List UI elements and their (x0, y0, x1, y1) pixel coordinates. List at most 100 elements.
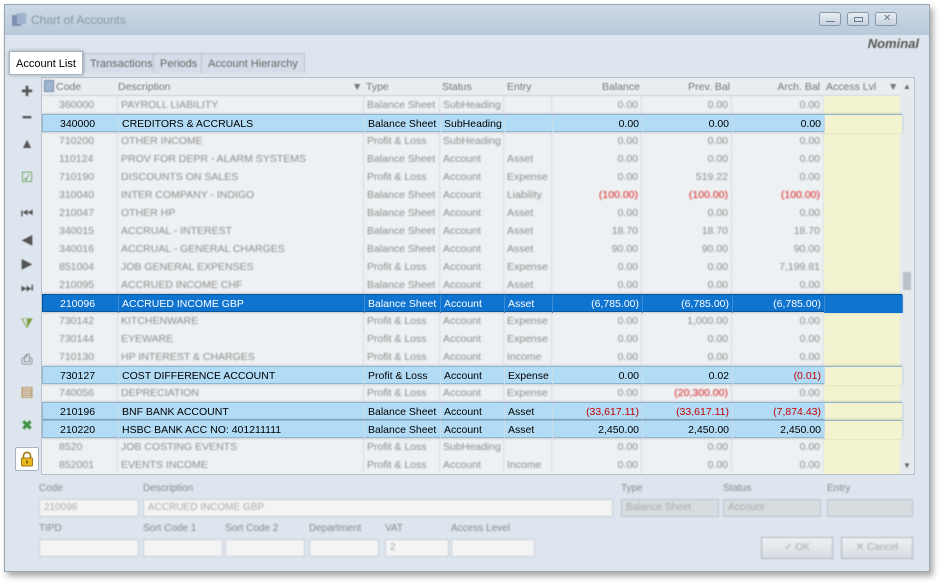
tab-transactions[interactable]: Transactions (83, 53, 160, 73)
table-row[interactable]: 851004 JOB GENERAL EXPENSES Profit & Loss A… (42, 258, 902, 276)
next-icon[interactable]: ▶ (21, 254, 33, 271)
check-icon[interactable]: ☑ (20, 168, 34, 185)
vertical-scrollbar[interactable]: ▲ ▼ (900, 78, 914, 474)
prev-icon[interactable]: ◀ (21, 230, 33, 247)
entry-select[interactable] (827, 499, 913, 517)
cell-status: Account (440, 312, 504, 330)
table-row[interactable]: 360000 PAYROLL LIABILITY Balance Sheet SubH… (42, 96, 902, 114)
remove-icon[interactable]: ━ (22, 108, 32, 125)
column-chooser-icon[interactable] (44, 80, 54, 92)
add-icon[interactable]: ✚ (21, 82, 33, 99)
tab-account-hierarchy[interactable]: Account Hierarchy (201, 53, 305, 73)
cell-type: Balance Sheet (364, 186, 440, 204)
table-row[interactable]: 210095 ACCRUED INCOME CHF Balance Sheet Acc… (42, 276, 902, 294)
access-dropdown-icon[interactable]: ▼ (888, 81, 899, 93)
table-row[interactable]: 110124 PROV FOR DEPR - ALARM SYSTEMS Balan… (42, 150, 902, 168)
cell-description: OTHER INCOME (118, 132, 364, 150)
sort-icon[interactable]: ▼ (352, 81, 363, 93)
cell-balance: (33,617.11) (553, 403, 643, 421)
table-row[interactable]: 710130 HP INTEREST & CHARGES Profit & Loss… (42, 348, 902, 366)
table-row[interactable]: 210047 OTHER HP Balance Sheet Account Asset 0… (42, 204, 902, 222)
cancel-button[interactable]: ✕ Cancel (841, 537, 913, 559)
minimize-button[interactable] (819, 12, 841, 26)
last-icon[interactable]: ⏭ (20, 278, 34, 295)
close-button[interactable]: ✕ (875, 12, 897, 26)
cell-entry: Expense (504, 168, 552, 186)
table-row[interactable]: 210220 HSBC BANK ACC NO: 401211111 Balance… (42, 420, 903, 439)
cell-arch-bal: 7,199.81 (732, 258, 824, 276)
cell-code: 740056 (56, 384, 118, 402)
ok-button[interactable]: ✓ OK (761, 537, 833, 559)
cell-status: Account (441, 295, 505, 313)
cell-access-lvl (824, 348, 902, 366)
table-row[interactable]: 852001 EVENTS INCOME Profit & Loss Account I… (42, 456, 902, 474)
tab-periods[interactable]: Periods (153, 53, 205, 73)
type-select[interactable]: Balance Sheet (621, 499, 719, 517)
col-type[interactable]: Type (366, 81, 389, 93)
table-row[interactable]: 730144 EYEWARE Profit & Loss Account Expense… (42, 330, 902, 348)
scroll-down-icon[interactable]: ▼ (903, 461, 911, 470)
access-level-label: Access Level (451, 523, 510, 534)
scroll-up-icon[interactable]: ▲ (903, 82, 911, 91)
print-icon[interactable]: ⎙ (21, 350, 33, 367)
col-arch-bal[interactable]: Arch. Bal (777, 81, 820, 93)
scroll-thumb[interactable] (903, 272, 911, 290)
cell-code: 110124 (56, 150, 118, 168)
maximize-button[interactable] (847, 12, 869, 26)
table-row[interactable]: 340016 ACCRUAL - GENERAL CHARGES Balance S… (42, 240, 902, 258)
cell-description: JOB COSTING EVENTS (118, 438, 364, 456)
col-prev-bal[interactable]: Prev. Bal (688, 81, 730, 93)
cell-balance: 0.00 (552, 168, 642, 186)
col-description[interactable]: Description (118, 81, 171, 93)
cell-type: Profit & Loss (364, 132, 440, 150)
table-row[interactable]: 740056 DEPRECIATION Profit & Loss Account Ex… (42, 384, 902, 402)
vat-field[interactable]: 2 (385, 539, 449, 557)
col-status[interactable]: Status (442, 81, 472, 93)
tab-account-list[interactable]: Account List (9, 51, 83, 75)
table-row[interactable]: 210196 BNF BANK ACCOUNT Balance Sheet Accou… (42, 402, 903, 421)
cell-balance: 0.00 (552, 132, 642, 150)
cell-type: Profit & Loss (364, 348, 440, 366)
col-entry[interactable]: Entry (507, 81, 532, 93)
col-balance[interactable]: Balance (602, 81, 640, 93)
excel-icon[interactable]: ✖ (21, 416, 33, 433)
cell-access-lvl (824, 168, 902, 186)
lock-icon[interactable] (15, 447, 39, 471)
table-row[interactable]: 340000 CREDITORS & ACCRUALS Balance Sheet S… (42, 114, 903, 133)
col-code[interactable]: Code (56, 81, 82, 93)
tipd-field[interactable] (39, 539, 139, 557)
col-access-lvl[interactable]: Access Lvl (826, 81, 877, 93)
sort-code-2-field[interactable] (225, 539, 305, 557)
code-field[interactable]: 210096 (39, 499, 139, 517)
access-level-field[interactable] (451, 539, 535, 557)
cell-prev-bal: 0.00 (642, 438, 732, 456)
table-row[interactable]: 310040 INTER COMPANY - INDIGO Balance Shee… (42, 186, 902, 204)
first-icon[interactable]: ⏮ (20, 204, 34, 221)
cell-status: SubHeading (440, 132, 504, 150)
table-row[interactable]: 730127 COST DIFFERENCE ACCOUNT Profit & Lo… (42, 366, 903, 385)
department-label: Department (309, 523, 362, 534)
sort-code-1-field[interactable] (143, 539, 223, 557)
filter-icon[interactable]: ⧩ (20, 314, 34, 331)
description-field[interactable]: ACCRUED INCOME GBP (143, 499, 613, 517)
up-icon[interactable]: ▲ (20, 135, 34, 151)
cell-code: 340000 (57, 115, 119, 133)
table-row[interactable]: 710190 DISCOUNTS ON SALES Profit & Loss Acc… (42, 168, 902, 186)
table-row[interactable]: 210096 ACCRUED INCOME GBP Balance Sheet Acc… (42, 294, 903, 313)
table-row[interactable]: 8520 JOB COSTING EVENTS Profit & Loss SubHe… (42, 438, 902, 456)
cell-description: HSBC BANK ACC NO: 401211111 (119, 421, 365, 439)
cell-balance: 0.00 (552, 384, 642, 402)
department-field[interactable] (309, 539, 379, 557)
app-icon (12, 13, 26, 26)
table-row[interactable]: 340015 ACCRUAL - INTEREST Balance Sheet Acc… (42, 222, 902, 240)
cell-entry (504, 438, 552, 456)
cell-type: Balance Sheet (365, 421, 441, 439)
table-row[interactable]: 730142 KITCHENWARE Profit & Loss Account Exp… (42, 312, 902, 330)
report-icon[interactable]: ▤ (20, 382, 34, 399)
cell-prev-bal: 1,000.00 (642, 312, 732, 330)
cell-prev-bal: 0.00 (642, 330, 732, 348)
status-select[interactable]: Account (723, 499, 821, 517)
sort-code-2-label: Sort Code 2 (225, 523, 279, 534)
cell-type: Profit & Loss (364, 168, 440, 186)
table-row[interactable]: 710200 OTHER INCOME Profit & Loss SubHeadin… (42, 132, 902, 150)
